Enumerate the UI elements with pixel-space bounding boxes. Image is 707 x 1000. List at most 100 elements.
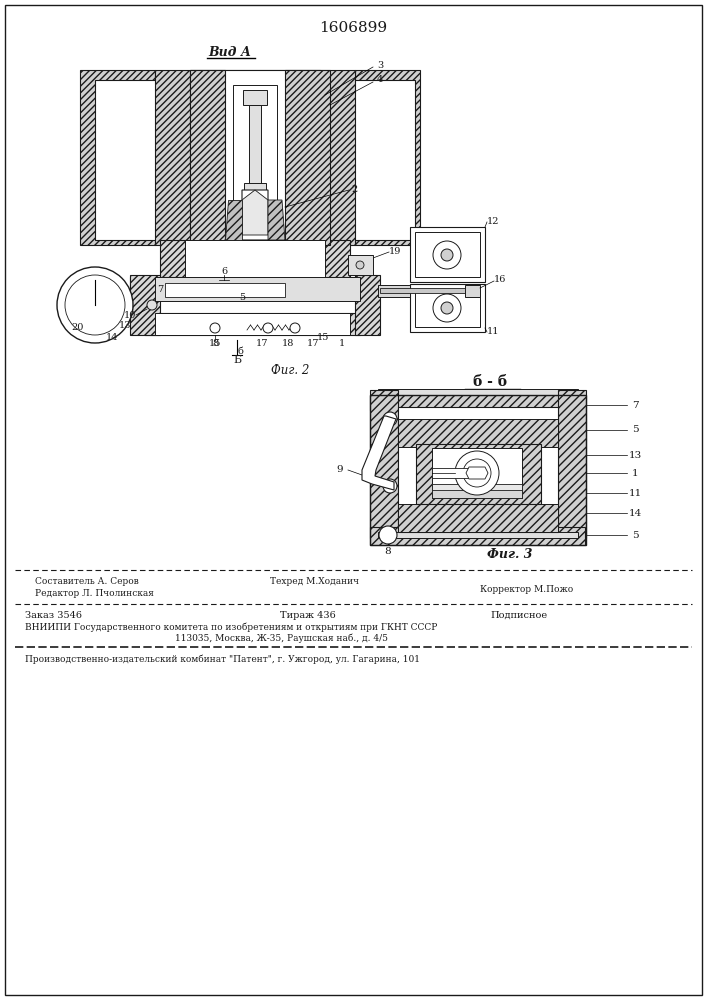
Text: Фиг. 3: Фиг. 3 bbox=[487, 548, 533, 562]
Text: 7: 7 bbox=[631, 400, 638, 410]
Text: 8: 8 bbox=[385, 548, 391, 556]
Bar bbox=[415, 289, 480, 327]
Bar bbox=[190, 70, 225, 245]
Bar bbox=[233, 85, 277, 240]
Bar bbox=[165, 283, 285, 297]
Text: Вид А: Вид А bbox=[209, 45, 252, 58]
Circle shape bbox=[290, 323, 300, 333]
Bar bbox=[432, 468, 477, 478]
Text: 10: 10 bbox=[124, 310, 136, 320]
Text: 4: 4 bbox=[377, 76, 383, 85]
Bar bbox=[378, 389, 578, 395]
Text: 2: 2 bbox=[352, 186, 358, 194]
Bar bbox=[415, 232, 480, 277]
Bar bbox=[378, 285, 410, 297]
Text: 3: 3 bbox=[377, 60, 383, 70]
Text: Б: Б bbox=[233, 355, 241, 365]
Bar bbox=[410, 227, 485, 282]
Text: б: б bbox=[237, 348, 243, 357]
Bar bbox=[190, 70, 320, 245]
Bar bbox=[370, 395, 585, 410]
Text: 12: 12 bbox=[486, 218, 499, 227]
Text: Фиг. 2: Фиг. 2 bbox=[271, 363, 309, 376]
Bar bbox=[244, 183, 266, 195]
Text: 113035, Москва, Ж-35, Раушская наб., д. 4/5: 113035, Москва, Ж-35, Раушская наб., д. … bbox=[175, 633, 388, 643]
Bar bbox=[155, 277, 360, 301]
Text: 1: 1 bbox=[631, 468, 638, 478]
Bar bbox=[410, 284, 485, 332]
Bar bbox=[370, 395, 586, 545]
Text: ВНИИПИ Государственного комитета по изобретениям и открытиям при ГКНТ СССР: ВНИИПИ Государственного комитета по изоб… bbox=[25, 622, 438, 632]
Bar bbox=[249, 105, 261, 185]
Text: 13: 13 bbox=[629, 450, 642, 460]
Circle shape bbox=[210, 323, 220, 333]
Circle shape bbox=[383, 479, 397, 493]
Bar bbox=[398, 419, 558, 447]
Bar bbox=[378, 532, 578, 538]
Text: 15: 15 bbox=[209, 338, 221, 348]
Circle shape bbox=[65, 275, 125, 335]
Circle shape bbox=[356, 261, 364, 269]
Circle shape bbox=[147, 300, 157, 310]
Text: Производственно-издательский комбинат "Патент", г. Ужгород, ул. Гагарина, 101: Производственно-издательский комбинат "П… bbox=[25, 654, 420, 664]
Text: Тираж 436: Тираж 436 bbox=[280, 610, 336, 619]
Text: 13: 13 bbox=[119, 320, 132, 330]
Bar bbox=[398, 504, 558, 532]
Polygon shape bbox=[225, 200, 242, 240]
Circle shape bbox=[383, 412, 397, 426]
Circle shape bbox=[441, 302, 453, 314]
Bar bbox=[398, 407, 558, 532]
Text: 5: 5 bbox=[239, 292, 245, 302]
Text: 15: 15 bbox=[317, 332, 329, 342]
Text: 17: 17 bbox=[256, 338, 268, 348]
Text: Подписное: Подписное bbox=[490, 610, 547, 619]
Polygon shape bbox=[268, 200, 285, 240]
Bar bbox=[130, 277, 355, 315]
Text: 9: 9 bbox=[337, 466, 344, 475]
Text: 6: 6 bbox=[221, 267, 227, 276]
Bar bbox=[370, 527, 585, 545]
Circle shape bbox=[441, 249, 453, 261]
Bar bbox=[355, 275, 380, 335]
Bar bbox=[558, 390, 586, 538]
Bar bbox=[432, 484, 522, 498]
Circle shape bbox=[57, 267, 133, 343]
Text: 1606899: 1606899 bbox=[319, 21, 387, 35]
Text: 20: 20 bbox=[72, 324, 84, 332]
Text: Корректор М.Пожо: Корректор М.Пожо bbox=[480, 585, 573, 594]
Text: 11: 11 bbox=[629, 488, 642, 497]
Bar bbox=[465, 285, 480, 297]
Polygon shape bbox=[466, 467, 488, 479]
Bar bbox=[155, 313, 350, 335]
Text: 8: 8 bbox=[212, 338, 218, 348]
Bar bbox=[380, 288, 470, 293]
Bar bbox=[130, 275, 160, 335]
Polygon shape bbox=[355, 70, 420, 245]
Text: Техред М.Ходанич: Техред М.Ходанич bbox=[270, 578, 359, 586]
Bar bbox=[432, 490, 522, 498]
Bar bbox=[370, 390, 398, 538]
Text: Составитель А. Серов: Составитель А. Серов bbox=[35, 578, 139, 586]
Text: Редактор Л. Пчолинская: Редактор Л. Пчолинская bbox=[35, 588, 154, 597]
Bar bbox=[185, 240, 325, 280]
Text: б - б: б - б bbox=[473, 375, 507, 389]
Text: 11: 11 bbox=[486, 328, 499, 336]
Circle shape bbox=[263, 323, 273, 333]
Text: 18: 18 bbox=[282, 338, 294, 348]
Text: 19: 19 bbox=[389, 247, 401, 256]
Text: 16: 16 bbox=[493, 275, 506, 284]
Text: 5: 5 bbox=[631, 426, 638, 434]
Bar bbox=[348, 255, 373, 275]
Bar bbox=[155, 70, 355, 245]
Polygon shape bbox=[362, 416, 396, 490]
Text: 1: 1 bbox=[339, 338, 345, 348]
Polygon shape bbox=[242, 190, 268, 235]
Text: 7: 7 bbox=[157, 286, 163, 294]
Text: Заказ 3546: Заказ 3546 bbox=[25, 610, 82, 619]
Bar bbox=[130, 277, 355, 315]
Circle shape bbox=[433, 294, 461, 322]
Circle shape bbox=[379, 526, 397, 544]
Bar bbox=[160, 240, 350, 280]
Text: 17: 17 bbox=[307, 338, 320, 348]
Circle shape bbox=[455, 451, 499, 495]
